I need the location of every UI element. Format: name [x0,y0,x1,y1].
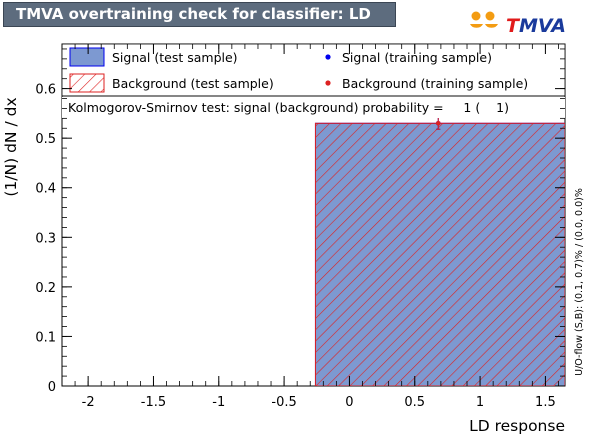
y-tick-label: 0.6 [35,83,56,98]
legend-marker-signal-train [325,54,331,60]
ks-test-text: Kolmogorov-Smirnov test: signal (backgro… [68,100,509,115]
x-tick-label: 0 [345,395,353,410]
tmva-logo: TMVA [470,11,566,37]
title-banner: TMVA overtraining check for classifier: … [3,2,396,27]
legend-swatch-signal-test [69,47,105,67]
y-tick-label: 0.2 [35,281,56,296]
legend-label-signal-train: Signal (training sample) [342,50,492,65]
chart-title: TMVA overtraining check for classifier: … [16,5,371,23]
y-tick-label: 0 [48,380,56,395]
legend-label-background-test: Background (test sample) [112,76,274,91]
y-axis-title: (1/N) dN / dx [2,97,20,196]
histogram-layer [314,116,565,386]
x-tick-label: -2 [82,395,95,410]
y-tick-label: 0.1 [35,330,56,345]
x-tick-label: -0.5 [271,395,296,410]
overflow-text: U/O-flow (S,B): (0.1, 0.7)% / (0.0, 0.0)… [574,188,585,376]
x-tick-label: -1 [212,395,225,410]
svg-text:TMVA: TMVA [506,15,566,37]
legend-label-signal-test: Signal (test sample) [112,50,238,65]
logo-dots-icon [470,11,498,28]
x-tick-label: 0.5 [404,395,425,410]
x-axis-title: LD response [469,417,565,435]
x-tick-label: 1 [476,395,484,410]
legend-swatch-background-test [69,73,105,93]
y-tick-label: 0.4 [35,182,56,197]
y-tick-label: 0.5 [35,132,56,147]
x-tick-label: 1.5 [535,395,556,410]
legend-marker-background-train [325,80,331,86]
legend-box [61,43,566,97]
legend-label-background-train: Background (training sample) [342,76,528,91]
background-test-bar [314,122,565,386]
logo-text-t: T [506,15,521,37]
y-tick-label: 0.3 [35,231,56,246]
legend: Signal (test sample) Background (test sa… [61,43,566,97]
background-train-point [435,121,441,126]
ks-box [62,97,565,118]
axes: 0 0.1 0.2 0.3 0.4 0.5 0.6 -2 -1.5 -1 -0.5 0 0.5 1 1.5 [35,44,565,410]
logo-text-mva: MVA [519,15,566,37]
x-tick-label: -1.5 [141,395,166,410]
